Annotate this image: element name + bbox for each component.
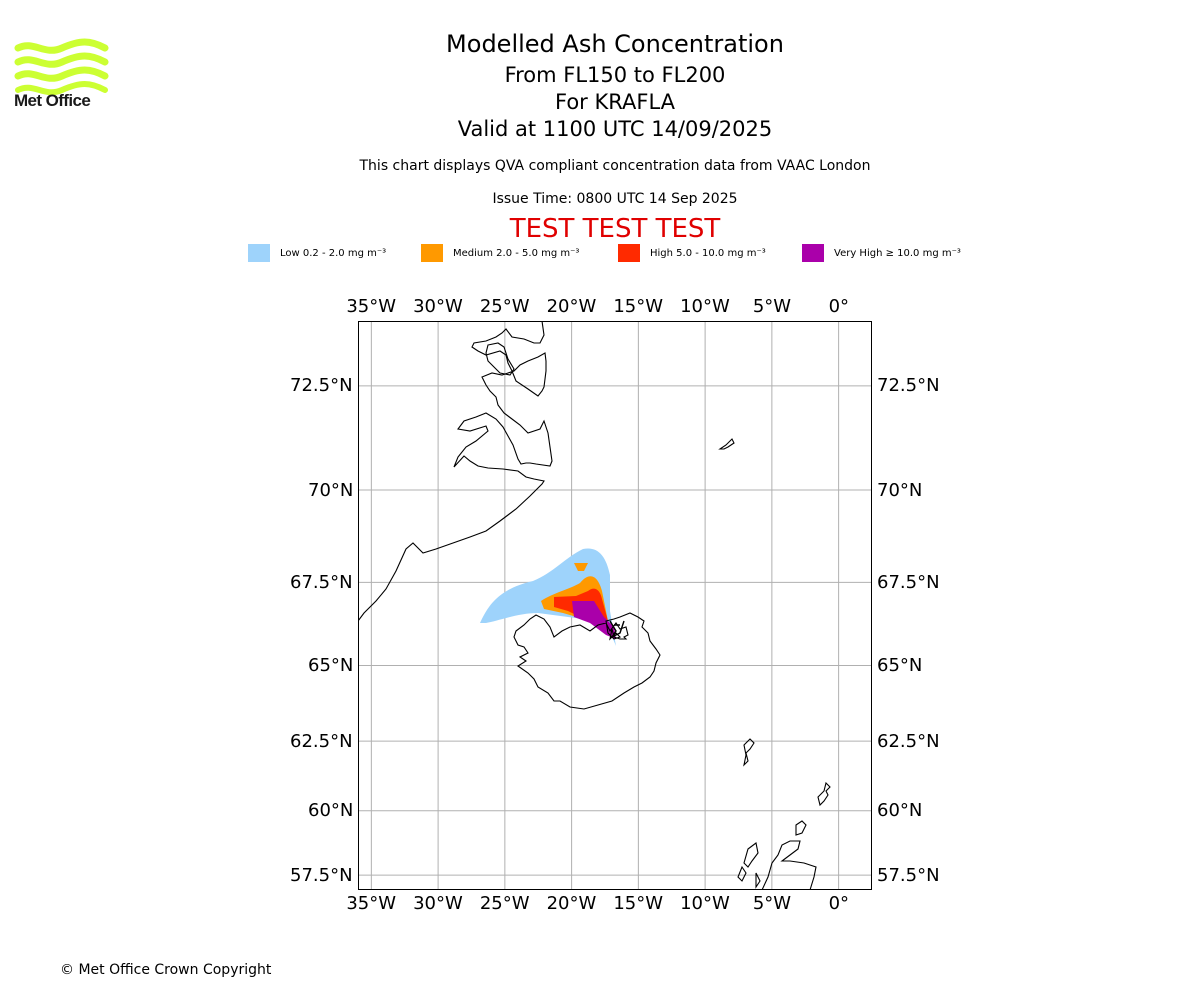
test-banner: TEST TEST TEST <box>509 214 721 244</box>
legend-label-medium: Medium 2.0 - 5.0 mg m⁻³ <box>453 247 580 259</box>
copyright-text: © Met Office Crown Copyright <box>60 962 272 978</box>
lon-label-bottom: 30°W <box>413 893 463 914</box>
flight-level-range: From FL150 to FL200 <box>504 63 726 87</box>
lat-label-left: 57.5°N <box>290 864 353 886</box>
orkney-coast <box>795 820 807 836</box>
krafla-volcano-marker <box>609 620 625 639</box>
lon-label-bottom: 35°W <box>346 893 397 914</box>
legend-label-high: High 5.0 - 10.0 mg m⁻³ <box>650 247 766 259</box>
lon-label-bottom: 5°W <box>752 893 792 914</box>
logo-text: Met Office <box>14 91 91 110</box>
faroe-coast <box>743 738 755 767</box>
map-gridlines <box>358 321 872 890</box>
legend-item-very-high: Very High ≥ 10.0 mg m⁻³ <box>802 244 961 262</box>
legend-item-low: Low 0.2 - 2.0 mg m⁻³ <box>248 244 386 262</box>
chart-description: This chart displays QVA compliant concen… <box>359 158 871 174</box>
valid-time: Valid at 1100 UTC 14/09/2025 <box>457 117 773 141</box>
lon-label-top: 0° <box>828 296 850 317</box>
jan-mayen-coast <box>718 438 735 450</box>
lat-label-right: 70°N <box>877 479 923 501</box>
coastlines <box>358 321 831 890</box>
map-frame <box>358 321 872 890</box>
met-office-logo <box>14 38 109 96</box>
legend-label-low: Low 0.2 - 2.0 mg m⁻³ <box>280 247 387 259</box>
lon-label-top: 5°W <box>752 296 792 317</box>
lon-label-top: 20°W <box>546 296 597 317</box>
concentration-legend: Low 0.2 - 2.0 mg m⁻³ Medium 2.0 - 5.0 mg… <box>0 244 1200 264</box>
lat-label-right: 67.5°N <box>877 571 940 593</box>
lat-label-right: 62.5°N <box>877 730 940 752</box>
lat-label-left: 65°N <box>308 654 354 676</box>
lon-label-top: 15°W <box>613 296 664 317</box>
ash-concentration-map <box>358 321 872 890</box>
legend-item-medium: Medium 2.0 - 5.0 mg m⁻³ <box>421 244 579 262</box>
lon-label-top: 30°W <box>413 296 463 317</box>
lon-label-bottom: 15°W <box>613 893 664 914</box>
chart-title: Modelled Ash Concentration <box>446 30 784 58</box>
lat-label-left: 67.5°N <box>290 571 353 593</box>
lat-label-right: 60°N <box>877 800 923 822</box>
hebrides-coast <box>737 842 761 889</box>
shetland-coast <box>817 781 831 807</box>
lat-label-left: 60°N <box>308 800 354 822</box>
scotland-coast <box>761 840 817 890</box>
legend-item-high: High 5.0 - 10.0 mg m⁻³ <box>618 244 766 262</box>
ash-very-high-area <box>572 601 616 639</box>
volcano-name: For KRAFLA <box>555 90 675 114</box>
lat-label-left: 70°N <box>308 479 354 501</box>
lon-label-top: 25°W <box>479 296 530 317</box>
greenland-coast <box>358 321 553 622</box>
legend-swatch-very-high <box>802 244 824 262</box>
legend-swatch-low <box>248 244 270 262</box>
greenland-inner-fjord <box>485 342 515 376</box>
lat-label-right: 57.5°N <box>877 864 940 886</box>
issue-time: Issue Time: 0800 UTC 14 Sep 2025 <box>492 191 738 207</box>
legend-label-very-high: Very High ≥ 10.0 mg m⁻³ <box>834 247 961 259</box>
lon-label-bottom: 10°W <box>680 893 730 914</box>
lat-label-left: 62.5°N <box>290 730 353 752</box>
lon-label-top: 10°W <box>680 296 730 317</box>
lat-label-right: 65°N <box>877 654 923 676</box>
lat-label-left: 72.5°N <box>290 375 353 397</box>
lon-label-top: 35°W <box>346 296 397 317</box>
iceland-coast <box>513 612 661 710</box>
legend-swatch-high <box>618 244 640 262</box>
lon-label-bottom: 25°W <box>479 893 530 914</box>
lon-label-bottom: 0° <box>828 893 850 914</box>
legend-swatch-medium <box>421 244 443 262</box>
lon-label-bottom: 20°W <box>546 893 597 914</box>
lat-label-right: 72.5°N <box>877 375 940 397</box>
